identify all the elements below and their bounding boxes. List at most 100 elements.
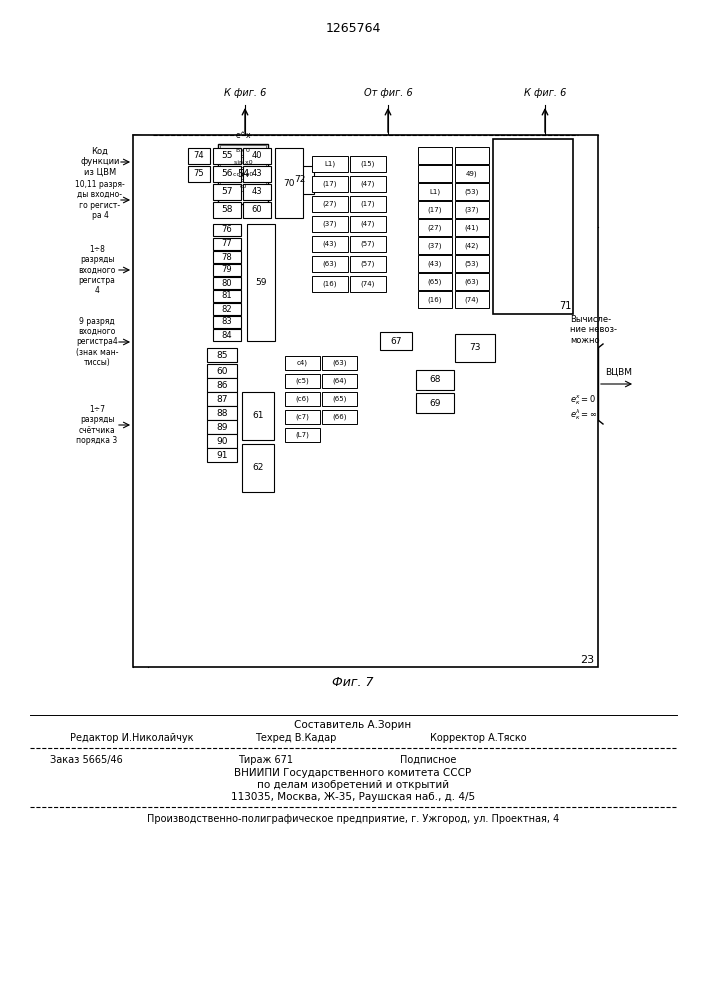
Bar [213,316,241,328]
Text: (43): (43) [428,260,442,267]
Text: 73: 73 [469,344,481,353]
Bar [312,176,348,192]
Bar [418,219,452,236]
Bar [213,303,241,315]
Bar [350,196,386,212]
Bar [243,148,271,164]
Text: 57: 57 [221,188,233,196]
Text: (65): (65) [428,278,442,285]
Text: Составитель А.Зорин: Составитель А.Зорин [294,720,411,730]
Text: (74): (74) [361,281,375,287]
Bar [455,219,489,236]
Bar [213,251,241,263]
Text: 81: 81 [222,292,233,300]
Bar [418,273,452,290]
Text: 90: 90 [216,436,228,446]
Text: От фиг. 6: От фиг. 6 [363,88,412,98]
Text: (c7): (c7) [296,414,310,420]
Text: (64): (64) [332,378,346,384]
Text: (47): (47) [361,181,375,187]
Text: 61: 61 [252,412,264,420]
Text: (57): (57) [361,261,375,267]
Bar [213,202,241,218]
Bar [218,144,268,204]
Text: Код
функции
из ЦВМ: Код функции из ЦВМ [81,147,119,177]
Bar [207,420,237,434]
Text: (53): (53) [464,260,479,267]
Bar [213,148,241,164]
Text: 10,11 разря-
ды входно-
го регист-
ра 4: 10,11 разря- ды входно- го регист- ра 4 [75,180,125,220]
Text: 83: 83 [221,318,233,326]
Bar [455,291,489,308]
Bar [312,156,348,172]
Bar [220,181,266,191]
Bar [350,276,386,292]
Text: (16): (16) [428,296,443,303]
Bar [322,374,357,388]
Bar [455,255,489,272]
Text: 9 разряд
входного
регистра4
(знак ман-
тиссы): 9 разряд входного регистра4 (знак ман- т… [76,317,118,367]
Bar [350,256,386,272]
Bar [455,201,489,218]
Bar [285,410,320,424]
Text: 86: 86 [216,380,228,389]
Bar [350,216,386,232]
Text: (27): (27) [428,224,442,231]
Text: (37): (37) [464,206,479,213]
Text: 89: 89 [216,422,228,432]
Text: (41): (41) [464,224,479,231]
Text: (c5): (c5) [296,378,310,384]
Text: cos x0: cos x0 [233,172,253,176]
Text: (17): (17) [361,201,375,207]
Bar [207,378,237,392]
Text: 69: 69 [429,398,440,408]
Bar [220,145,266,155]
Bar [207,448,237,462]
Text: 43: 43 [252,169,262,178]
Text: Производственно-полиграфическое предприятие, г. Ужгород, ул. Проектная, 4: Производственно-полиграфическое предприя… [147,814,559,824]
Bar [213,264,241,276]
Bar [285,374,320,388]
Bar [322,392,357,406]
Text: (53): (53) [464,188,479,195]
Bar [455,334,495,362]
Bar [213,224,241,236]
Bar [493,139,573,314]
Text: 54: 54 [237,169,249,179]
Bar [285,356,320,370]
Bar [418,291,452,308]
Text: ВНИИПИ Государственного комитета СССР: ВНИИПИ Государственного комитета СССР [235,768,472,778]
Bar [322,410,357,424]
Text: 59: 59 [255,278,267,287]
Bar [418,183,452,200]
Bar [350,236,386,252]
Text: 55: 55 [221,151,233,160]
Bar [242,392,274,440]
Text: 56: 56 [221,169,233,178]
Text: 43: 43 [252,188,262,196]
Text: 82: 82 [222,304,233,314]
Bar [213,277,241,289]
Text: 1265764: 1265764 [325,21,380,34]
Bar [247,224,275,341]
Text: 113035, Москва, Ж-35, Раушская наб., д. 4/5: 113035, Москва, Ж-35, Раушская наб., д. … [231,792,475,802]
Bar [350,156,386,172]
Text: Корректор А.Тяско: Корректор А.Тяско [430,733,527,743]
Text: (63): (63) [323,261,337,267]
Text: $e^{\lambda}_{\kappa}=\infty$: $e^{\lambda}_{\kappa}=\infty$ [570,408,597,422]
Text: 72: 72 [294,176,305,184]
Text: L1): L1) [429,188,440,195]
Bar [455,183,489,200]
Bar [213,290,241,302]
Text: (16): (16) [323,281,337,287]
Text: (42): (42) [465,242,479,249]
Bar [243,184,271,200]
Bar [418,165,452,182]
Text: (37): (37) [323,221,337,227]
Bar [322,356,357,370]
Text: (L7): (L7) [296,432,310,438]
Text: (17): (17) [323,181,337,187]
Bar [312,236,348,252]
Bar [416,370,454,390]
Bar [213,238,241,250]
